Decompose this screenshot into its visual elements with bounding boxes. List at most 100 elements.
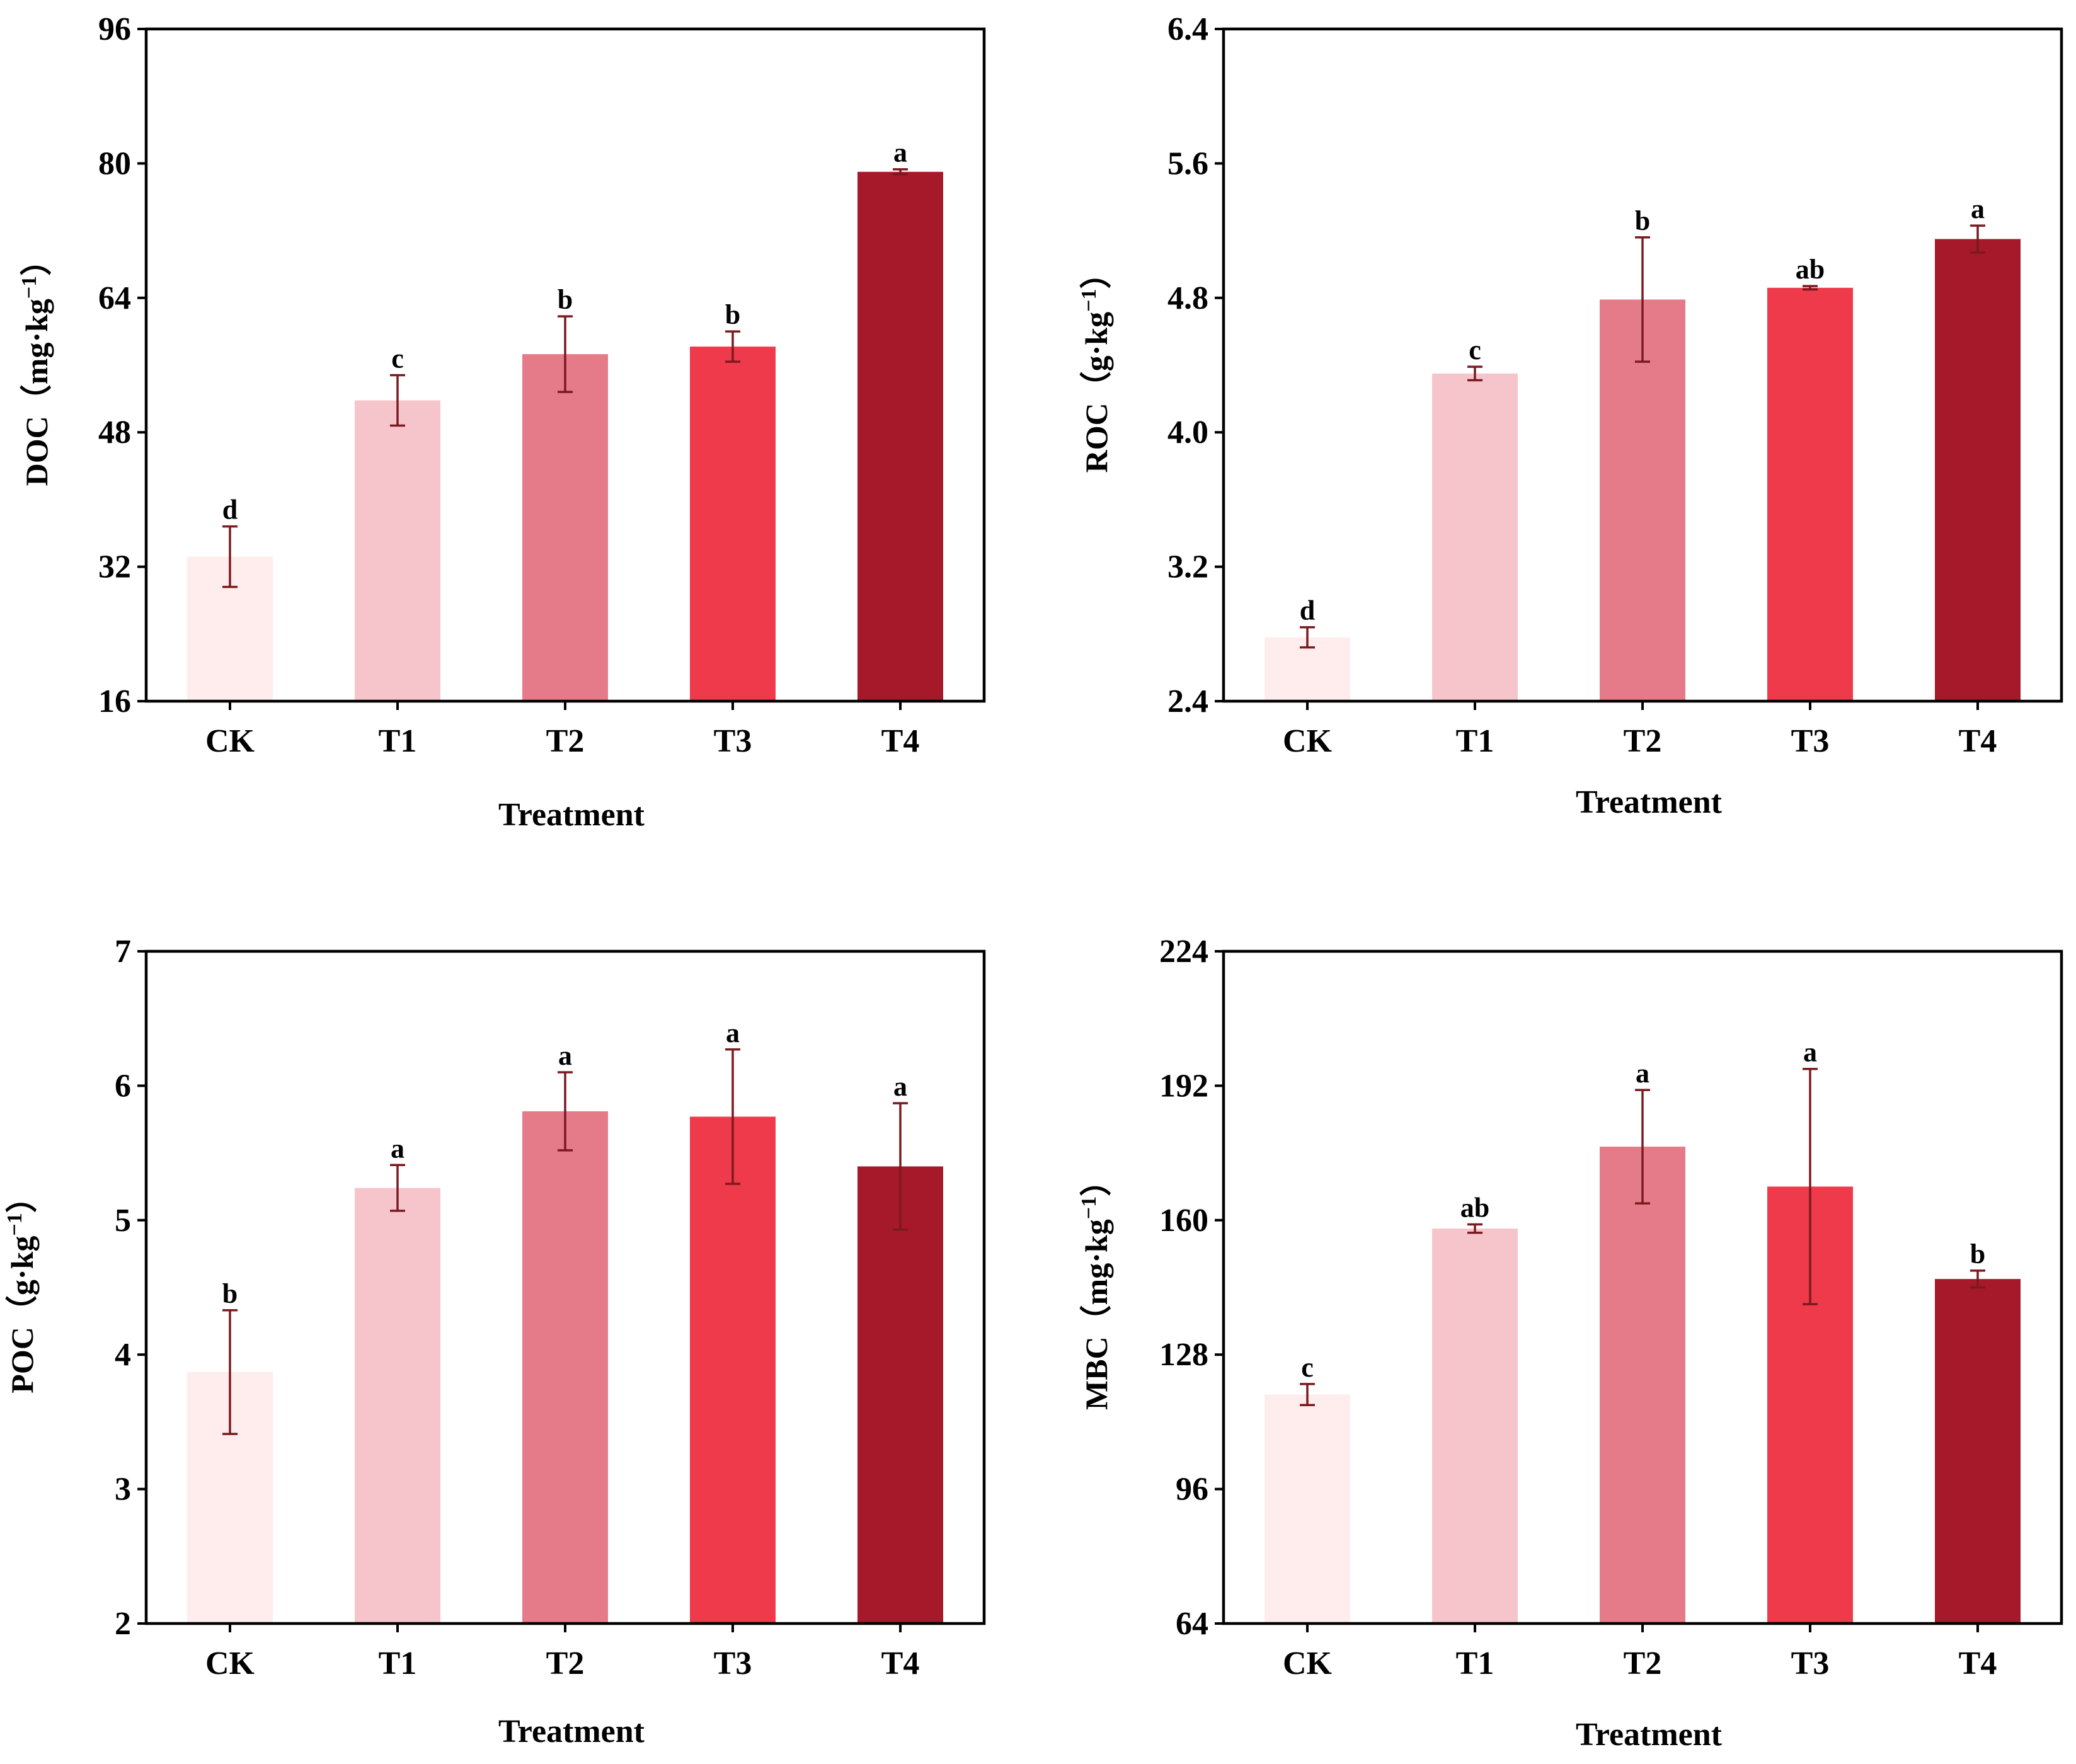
error-bar-roc-t3 <box>1803 285 1818 291</box>
y-tick-label: 7 <box>115 934 131 970</box>
y-axis-title-exponent: −1 <box>18 276 41 299</box>
chart-panel-poc: b a a a a 2 3 4 5 6 7 CK T1 T2 T3 T4 Treatment POC（g·kg−1… <box>3 934 986 1750</box>
y-tick-label: 2.4 <box>1167 684 1208 719</box>
error-bar-doc-t2 <box>558 315 573 393</box>
significance-letter: a <box>1636 1058 1649 1089</box>
significance-letter: c <box>391 343 404 374</box>
x-tick-label: T1 <box>1456 1646 1494 1681</box>
bar-mbc-ck <box>1265 1394 1350 1624</box>
error-bar-doc-ck <box>222 525 238 588</box>
y-tick-label: 192 <box>1159 1068 1208 1104</box>
y-axis-title-main: ROC（g·kg <box>1079 312 1114 473</box>
y-axis-title-exponent: −1 <box>1077 1196 1101 1219</box>
bar-poc-t2 <box>522 1111 608 1624</box>
bar-roc-t1 <box>1432 373 1518 701</box>
significance-letter: a <box>893 1071 907 1102</box>
y-tick-label: 128 <box>1159 1337 1208 1373</box>
y-axis-title: ROC（g·kg−1） <box>1077 258 1115 473</box>
bar-poc-t1 <box>355 1188 440 1624</box>
y-tick-label: 3 <box>115 1472 131 1508</box>
y-axis-title-main: POC（g·kg <box>4 1236 40 1394</box>
error-bar-roc-t4 <box>1970 224 1985 254</box>
significance-letter: a <box>1803 1037 1817 1068</box>
x-tick-label: T2 <box>546 723 585 759</box>
error-bar-roc-ck <box>1300 626 1315 649</box>
bar-doc-t2 <box>522 354 608 701</box>
bar-poc-t3 <box>690 1116 776 1624</box>
y-tick-label: 3.2 <box>1167 549 1208 585</box>
significance-letter: c <box>1301 1352 1314 1383</box>
bar-doc-t4 <box>857 171 943 701</box>
significance-letter: b <box>1970 1239 1985 1269</box>
significance-letter: a <box>558 1040 572 1071</box>
significance-letter: a <box>726 1017 740 1048</box>
y-tick-label: 48 <box>98 415 131 450</box>
significance-letter: a <box>893 137 907 168</box>
y-axis-title-close: ） <box>19 244 54 276</box>
y-axis-title: POC（g·kg−1） <box>3 1181 40 1393</box>
x-tick-label: T4 <box>881 1646 920 1681</box>
error-bar-mbc-t2 <box>1635 1089 1650 1205</box>
x-tick-label: T3 <box>1791 1646 1830 1681</box>
error-bar-poc-t2 <box>558 1071 573 1152</box>
error-bar-roc-t2 <box>1635 236 1650 363</box>
x-tick-label: T1 <box>1456 723 1494 759</box>
error-bar-poc-t3 <box>725 1048 740 1185</box>
y-axis-title-main: MBC（mg·kg <box>1079 1219 1114 1410</box>
error-bar-mbc-t4 <box>1970 1269 1985 1289</box>
error-bar-doc-t4 <box>893 168 908 176</box>
bar-roc-t2 <box>1600 299 1685 701</box>
significance-letter: b <box>725 299 740 330</box>
x-tick-label: T3 <box>1791 723 1830 759</box>
y-axis-title-exponent: −1 <box>3 1213 26 1235</box>
x-tick-label: T4 <box>881 723 920 759</box>
bar-doc-t1 <box>355 400 440 701</box>
y-tick-label: 5.6 <box>1167 146 1208 181</box>
x-tick-label: T4 <box>1959 1646 1997 1681</box>
bar-mbc-t4 <box>1935 1279 2021 1624</box>
x-axis-title: Treatment <box>498 797 645 833</box>
y-axis-title-close: ） <box>4 1181 40 1213</box>
x-tick-label: T2 <box>1624 723 1662 759</box>
significance-letter: b <box>1635 205 1650 236</box>
x-tick-label: T1 <box>379 723 417 759</box>
bar-mbc-t1 <box>1432 1228 1518 1624</box>
y-axis-title-close: ） <box>1079 258 1114 289</box>
y-tick-label: 32 <box>98 549 131 585</box>
y-tick-label: 2 <box>115 1606 131 1642</box>
significance-letter: b <box>558 284 573 315</box>
y-tick-label: 224 <box>1159 934 1208 970</box>
error-bar-poc-ck <box>222 1309 238 1435</box>
y-tick-label: 6.4 <box>1167 11 1208 47</box>
bar-roc-t4 <box>1935 239 2021 701</box>
y-tick-label: 64 <box>1176 1606 1208 1642</box>
x-tick-label: T3 <box>714 1646 752 1681</box>
significance-letter: ab <box>1460 1192 1489 1223</box>
x-tick-label: T2 <box>1624 1646 1662 1681</box>
error-bar-poc-t4 <box>893 1102 908 1231</box>
y-tick-label: 5 <box>115 1203 131 1239</box>
significance-letter: c <box>1469 335 1481 365</box>
bar-mbc-t2 <box>1600 1147 1685 1624</box>
bar-poc-t4 <box>857 1166 943 1624</box>
x-tick-label: T4 <box>1959 723 1997 759</box>
x-tick-label: CK <box>205 723 255 759</box>
error-bar-mbc-t3 <box>1803 1067 1818 1305</box>
y-axis-title-exponent: −1 <box>1077 289 1101 312</box>
error-bar-doc-t3 <box>725 330 740 363</box>
y-tick-label: 160 <box>1159 1203 1208 1239</box>
y-tick-label: 4.0 <box>1167 415 1208 450</box>
y-tick-label: 64 <box>98 280 131 316</box>
y-tick-label: 16 <box>98 684 131 719</box>
y-tick-label: 96 <box>98 11 131 47</box>
y-tick-label: 4 <box>115 1337 131 1373</box>
x-tick-label: CK <box>1283 723 1333 759</box>
y-tick-label: 6 <box>115 1068 131 1104</box>
x-tick-label: CK <box>1283 1646 1333 1681</box>
y-axis-title: MBC（mg·kg−1） <box>1077 1165 1115 1410</box>
significance-letter: ab <box>1796 254 1825 285</box>
x-axis-title: Treatment <box>1576 1717 1723 1753</box>
x-axis-title: Treatment <box>498 1714 645 1750</box>
